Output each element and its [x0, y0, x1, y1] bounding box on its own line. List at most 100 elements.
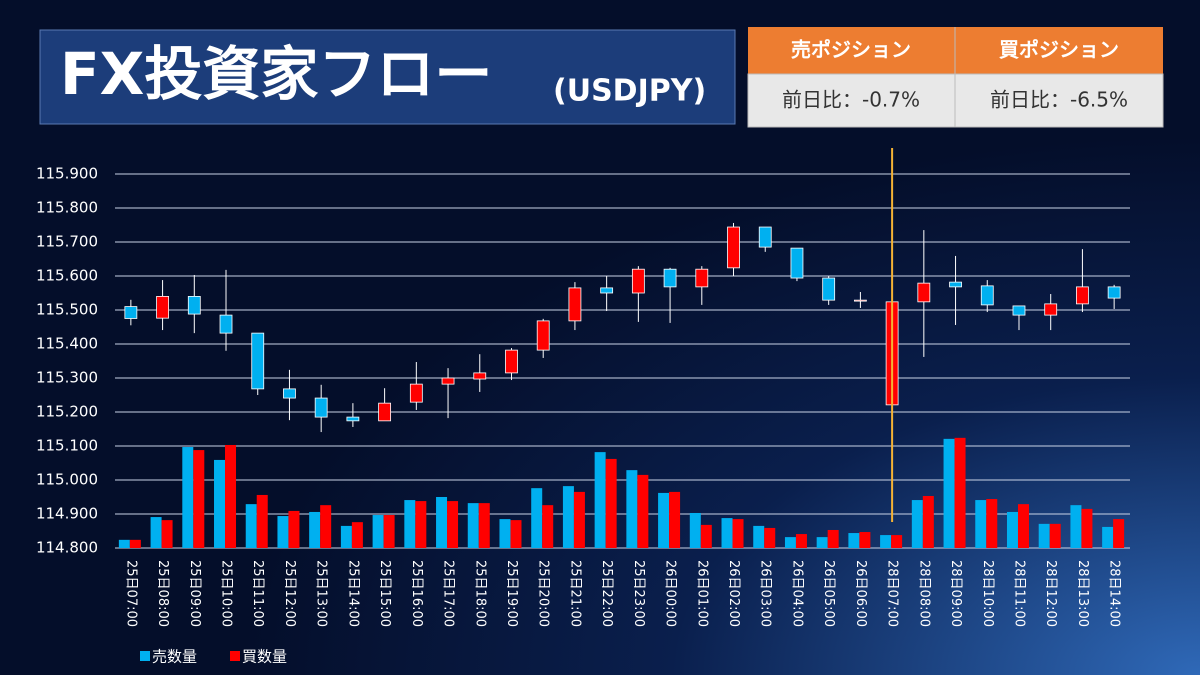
volume-bar	[1102, 526, 1114, 548]
volume-bar	[467, 503, 479, 548]
volume-bar	[193, 450, 205, 548]
x-tick-label: 26日04:00	[789, 560, 804, 627]
volume-bar	[943, 438, 955, 548]
volume-bar	[637, 474, 649, 548]
volume-bar	[689, 512, 701, 548]
candle-body	[283, 388, 296, 399]
volume-bar	[383, 515, 395, 548]
volume-bar	[594, 452, 606, 548]
candle-body	[727, 226, 740, 269]
x-tick-label: 25日15:00	[377, 560, 392, 627]
legend-label: 売数量	[152, 648, 197, 666]
candle-body	[631, 268, 645, 294]
y-tick-label: 115.500	[36, 301, 98, 319]
x-tick-label: 25日07:00	[123, 560, 138, 627]
candle-body	[600, 287, 614, 294]
candle-body	[1012, 305, 1026, 316]
volume-bar	[182, 447, 194, 548]
y-tick-label: 115.900	[36, 165, 98, 183]
x-tick-label: 28日11:00	[1011, 560, 1026, 627]
candle-body	[663, 268, 677, 288]
volume-bar	[510, 520, 522, 548]
legend-swatch	[230, 651, 240, 661]
volume-bar	[827, 529, 839, 548]
candle-body	[695, 268, 709, 288]
x-tick-label: 28日12:00	[1043, 560, 1058, 627]
summary-column: 売ポジション	[791, 38, 911, 62]
title-box	[39, 29, 736, 125]
x-tick-label: 28日09:00	[948, 560, 963, 627]
y-tick-label: 115.100	[36, 437, 98, 455]
candle-body	[473, 372, 487, 380]
candle-body	[187, 295, 201, 315]
x-tick-label: 25日12:00	[282, 560, 297, 627]
volume-bar	[1049, 523, 1061, 548]
x-tick-label: 28日14:00	[1107, 560, 1122, 627]
volume-bar	[225, 444, 237, 548]
volume-bar	[499, 519, 511, 548]
candle-body	[917, 282, 931, 303]
summary-value: 前日比：-0.7%	[782, 88, 920, 112]
x-tick-label: 26日01:00	[694, 560, 709, 627]
y-tick-label: 115.200	[36, 403, 98, 421]
volume-bar	[372, 515, 384, 548]
candle-body	[853, 299, 867, 302]
volume-bar	[795, 534, 807, 548]
y-tick-label: 114.800	[36, 539, 98, 557]
volume-bar	[1081, 508, 1093, 548]
summary-column: 買ポジション	[999, 38, 1119, 62]
volume-bar	[891, 535, 903, 548]
volume-bar	[1038, 523, 1050, 548]
x-tick-label: 25日18:00	[472, 560, 487, 627]
x-tick-label: 25日17:00	[441, 560, 456, 627]
volume-bar	[1070, 505, 1082, 548]
volume-bar	[404, 500, 416, 548]
candle-body	[219, 314, 233, 334]
x-tick-label: 25日23:00	[631, 560, 646, 627]
candle-body	[505, 349, 518, 374]
volume-bar	[859, 532, 871, 548]
candle-body	[409, 383, 423, 403]
volume-bar	[658, 492, 670, 548]
volume-bar	[922, 495, 934, 548]
volume-bar	[351, 522, 363, 548]
x-tick-label: 25日13:00	[314, 560, 329, 627]
volume-bar	[816, 537, 828, 548]
candle-body	[822, 277, 836, 301]
volume-bar	[764, 527, 776, 548]
candle-body	[378, 402, 392, 422]
y-tick-label: 115.300	[36, 369, 98, 387]
volume-bar	[129, 539, 141, 548]
volume-bar	[784, 537, 796, 548]
x-tick-label: 25日22:00	[599, 560, 614, 627]
candle-body	[536, 320, 550, 351]
volume-bar	[245, 504, 257, 548]
volume-bar	[415, 501, 427, 548]
candle-body	[980, 285, 994, 306]
volume-bar	[880, 535, 892, 548]
y-tick-label: 115.400	[36, 335, 98, 353]
candle-body	[1044, 303, 1058, 316]
volume-bar	[721, 518, 733, 548]
volume-bar	[214, 459, 226, 548]
x-tick-label: 25日16:00	[409, 560, 424, 627]
candle-body	[156, 295, 169, 319]
x-tick-label: 28日08:00	[916, 560, 931, 627]
candle-body	[949, 281, 962, 288]
candle-body	[346, 416, 360, 422]
volume-bar	[732, 519, 744, 548]
subtitle: (USDJPY)	[553, 74, 706, 109]
summary-value: 前日比：-6.5%	[990, 88, 1128, 112]
volume-bar	[848, 533, 860, 548]
x-tick-label: 25日09:00	[187, 560, 202, 627]
candle-body	[790, 247, 804, 279]
x-tick-label: 26日05:00	[821, 560, 836, 627]
volume-bar	[161, 520, 173, 548]
volume-bar	[277, 516, 289, 548]
candle-body	[758, 226, 772, 248]
x-tick-label: 25日19:00	[504, 560, 519, 627]
volume-bar	[1006, 511, 1018, 548]
y-tick-label: 115.000	[36, 471, 98, 489]
volume-bar	[340, 525, 352, 548]
